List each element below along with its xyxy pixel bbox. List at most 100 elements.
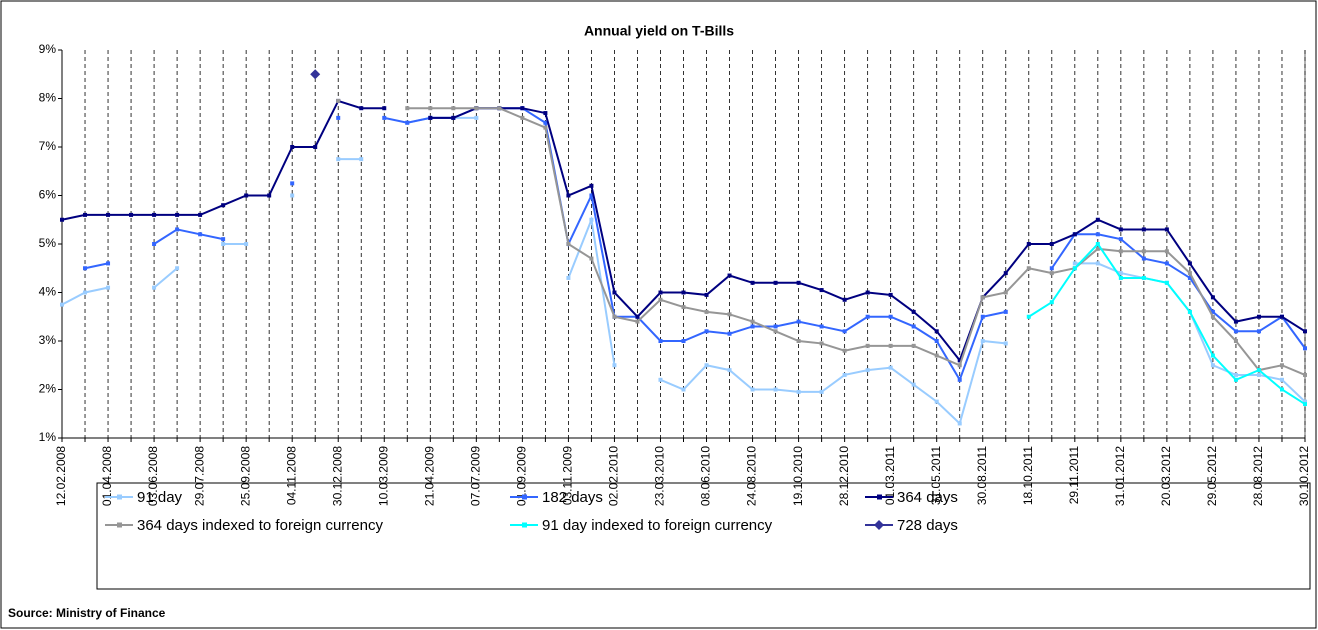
y-tick-label: 8%	[39, 91, 57, 105]
data-point	[152, 212, 157, 217]
data-point	[773, 329, 778, 334]
data-point	[750, 387, 755, 392]
data-point	[888, 365, 893, 370]
data-point	[1164, 227, 1169, 232]
data-point	[888, 314, 893, 319]
data-point	[1026, 266, 1031, 271]
data-point	[336, 98, 341, 103]
data-point	[658, 290, 663, 295]
data-point	[83, 266, 88, 271]
x-tick-label: 18.10.2011	[1021, 446, 1035, 505]
data-point	[773, 324, 778, 329]
data-point	[543, 120, 548, 125]
data-point	[888, 292, 893, 297]
data-point	[221, 242, 226, 246]
data-point	[750, 319, 755, 324]
data-point	[290, 181, 295, 186]
x-tick-label: 23.03.2010	[653, 446, 667, 506]
data-point	[957, 377, 962, 382]
data-point	[681, 339, 686, 343]
data-point	[1118, 249, 1123, 254]
x-tick-label: 02.02.2010	[607, 446, 621, 506]
data-point	[405, 120, 410, 125]
data-point	[359, 157, 364, 162]
data-point	[60, 217, 64, 222]
data-point	[589, 217, 594, 222]
data-point	[704, 292, 709, 297]
data-point	[1118, 275, 1123, 280]
x-tick-label: 01.03.2011	[883, 446, 897, 505]
source-note: Source: Ministry of Finance	[8, 606, 166, 620]
data-point	[1141, 249, 1146, 254]
data-point	[934, 353, 939, 358]
data-point	[497, 106, 502, 111]
data-point	[129, 212, 134, 217]
data-point	[1095, 217, 1100, 222]
legend-label: 182 days	[542, 489, 603, 506]
x-tick-label: 25.09.2008	[238, 446, 252, 506]
data-point	[175, 227, 180, 232]
data-point	[1072, 261, 1077, 266]
data-point	[612, 363, 617, 368]
data-point	[1072, 266, 1077, 271]
data-point	[865, 343, 870, 348]
data-point	[1256, 368, 1261, 373]
data-point	[405, 106, 410, 111]
legend-box	[96, 482, 1311, 590]
legend-item: 364 days	[865, 489, 958, 506]
legend-item: 91 day	[105, 489, 183, 506]
data-point	[888, 343, 893, 348]
data-point	[589, 193, 594, 198]
data-point	[1303, 346, 1307, 351]
data-point	[1141, 275, 1146, 280]
series-line	[153, 228, 224, 245]
data-point	[1095, 246, 1100, 251]
data-point	[911, 324, 916, 329]
legend-marker	[877, 494, 882, 500]
data-point	[1279, 363, 1284, 368]
data-point	[1187, 271, 1192, 276]
legend-item: 728 days	[865, 517, 958, 534]
x-tick-label: 01.04.2008	[100, 446, 114, 506]
data-point	[152, 285, 157, 290]
data-point	[198, 212, 203, 217]
data-point	[681, 387, 686, 392]
data-point	[658, 339, 663, 343]
x-tick-label: 31.01.2012	[1113, 446, 1127, 506]
y-tick-label: 3%	[39, 333, 57, 347]
data-point	[83, 290, 88, 295]
data-point	[957, 358, 962, 363]
data-point	[1118, 271, 1123, 276]
legend-marker	[117, 494, 122, 500]
x-tick-label: 07.07.2009	[469, 446, 483, 506]
data-point	[865, 368, 870, 373]
data-point	[1279, 314, 1284, 319]
data-point	[819, 288, 824, 293]
data-point	[106, 212, 111, 217]
x-tick-label: 28.12.2010	[837, 446, 851, 506]
data-point	[1049, 266, 1054, 271]
data-point	[612, 290, 617, 295]
data-point	[842, 372, 847, 377]
series-line	[153, 267, 178, 289]
data-point	[543, 111, 548, 116]
data-point	[980, 295, 985, 300]
y-tick-label: 6%	[39, 188, 57, 202]
data-point	[1303, 329, 1307, 334]
data-point	[957, 421, 962, 426]
data-point	[428, 115, 433, 120]
data-point	[1118, 227, 1123, 232]
data-point	[819, 389, 824, 394]
x-tick-label: 29.11.2011	[1067, 446, 1081, 505]
data-point	[681, 290, 686, 295]
data-point	[267, 193, 272, 198]
series	[310, 69, 321, 80]
y-tick-label: 9%	[39, 42, 57, 56]
data-point	[566, 193, 571, 198]
data-point	[83, 212, 88, 217]
data-point	[750, 280, 755, 285]
data-point	[1256, 329, 1261, 334]
legend-marker	[522, 494, 527, 500]
data-point	[244, 242, 249, 246]
